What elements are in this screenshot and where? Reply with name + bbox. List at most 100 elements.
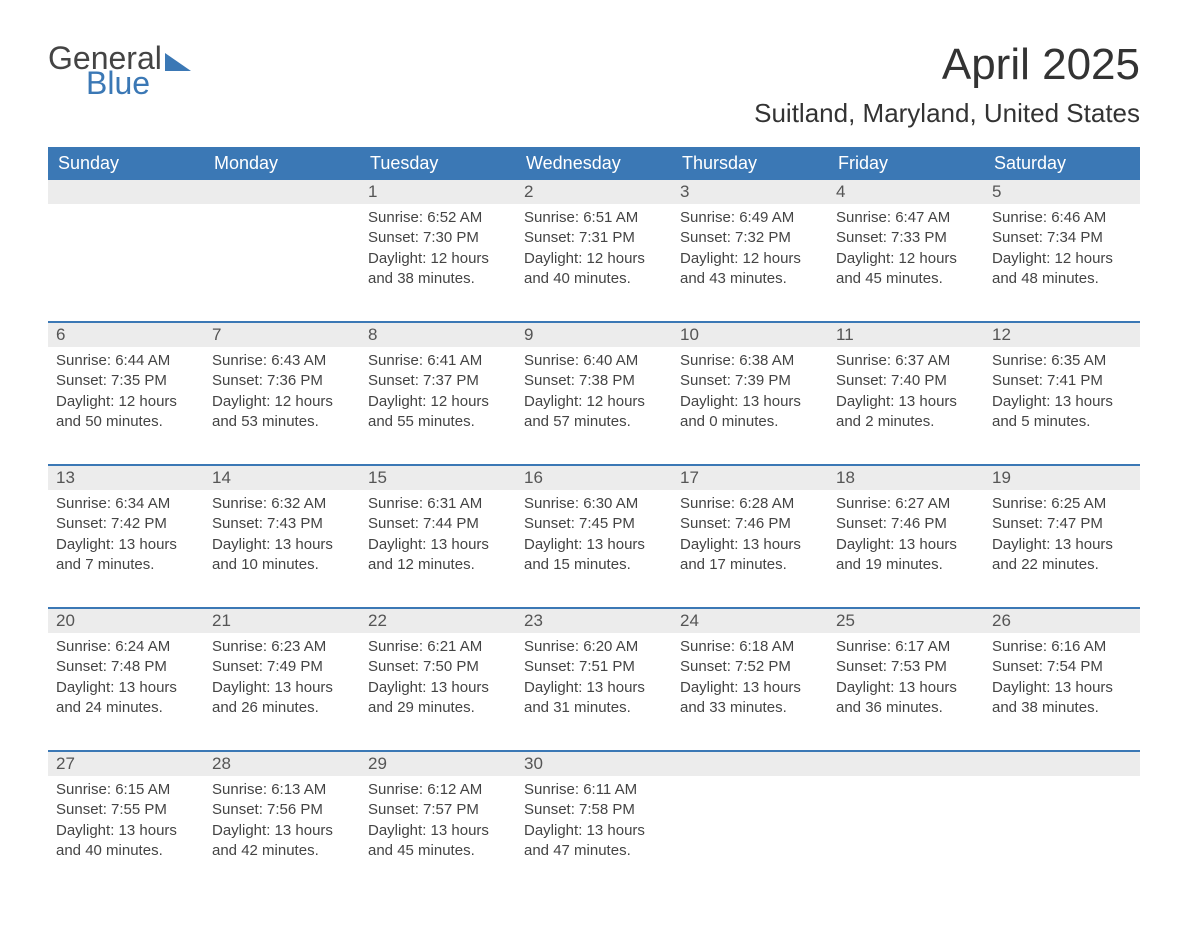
sunrise-text: Sunrise: 6:20 AM [524, 637, 664, 657]
day-number: 26 [984, 608, 1140, 633]
sunset-text: Sunset: 7:37 PM [368, 371, 508, 391]
daylight-text: Daylight: 13 hours and 22 minutes. [992, 535, 1132, 576]
sunset-text: Sunset: 7:45 PM [524, 514, 664, 534]
day-number: 27 [48, 751, 204, 776]
day-cell: Sunrise: 6:18 AMSunset: 7:52 PMDaylight:… [672, 633, 828, 751]
daylight-text: Daylight: 12 hours and 48 minutes. [992, 249, 1132, 290]
day-cell: Sunrise: 6:16 AMSunset: 7:54 PMDaylight:… [984, 633, 1140, 751]
day-number: 18 [828, 465, 984, 490]
daylight-text: Daylight: 13 hours and 40 minutes. [56, 821, 196, 862]
day-cell [204, 204, 360, 322]
daylight-text: Daylight: 13 hours and 47 minutes. [524, 821, 664, 862]
day-body-row: Sunrise: 6:52 AMSunset: 7:30 PMDaylight:… [48, 204, 1140, 322]
daylight-text: Daylight: 13 hours and 29 minutes. [368, 678, 508, 719]
day-number [48, 180, 204, 204]
daylight-text: Daylight: 12 hours and 45 minutes. [836, 249, 976, 290]
day-cell [828, 776, 984, 894]
sunrise-text: Sunrise: 6:35 AM [992, 351, 1132, 371]
day-cell: Sunrise: 6:25 AMSunset: 7:47 PMDaylight:… [984, 490, 1140, 608]
daynum-row: 20212223242526 [48, 608, 1140, 633]
sunrise-text: Sunrise: 6:46 AM [992, 208, 1132, 228]
sunrise-text: Sunrise: 6:28 AM [680, 494, 820, 514]
sunrise-text: Sunrise: 6:13 AM [212, 780, 352, 800]
daylight-text: Daylight: 12 hours and 53 minutes. [212, 392, 352, 433]
sunrise-text: Sunrise: 6:38 AM [680, 351, 820, 371]
day-cell: Sunrise: 6:24 AMSunset: 7:48 PMDaylight:… [48, 633, 204, 751]
weekday-header: Sunday [48, 147, 204, 180]
day-number: 16 [516, 465, 672, 490]
weekday-header: Tuesday [360, 147, 516, 180]
day-number: 6 [48, 322, 204, 347]
day-number: 7 [204, 322, 360, 347]
day-number [984, 751, 1140, 776]
sunset-text: Sunset: 7:34 PM [992, 228, 1132, 248]
daylight-text: Daylight: 13 hours and 24 minutes. [56, 678, 196, 719]
location: Suitland, Maryland, United States [754, 98, 1140, 129]
page-title: April 2025 [754, 40, 1140, 90]
day-cell: Sunrise: 6:47 AMSunset: 7:33 PMDaylight:… [828, 204, 984, 322]
daylight-text: Daylight: 13 hours and 42 minutes. [212, 821, 352, 862]
day-cell: Sunrise: 6:41 AMSunset: 7:37 PMDaylight:… [360, 347, 516, 465]
day-number: 23 [516, 608, 672, 633]
daylight-text: Daylight: 13 hours and 33 minutes. [680, 678, 820, 719]
daylight-text: Daylight: 13 hours and 38 minutes. [992, 678, 1132, 719]
day-cell: Sunrise: 6:43 AMSunset: 7:36 PMDaylight:… [204, 347, 360, 465]
sunrise-text: Sunrise: 6:52 AM [368, 208, 508, 228]
day-number: 12 [984, 322, 1140, 347]
logo-word2: Blue [86, 65, 191, 102]
day-number: 8 [360, 322, 516, 347]
daylight-text: Daylight: 13 hours and 10 minutes. [212, 535, 352, 576]
header: General Blue April 2025 Suitland, Maryla… [48, 40, 1140, 129]
sunrise-text: Sunrise: 6:47 AM [836, 208, 976, 228]
sunset-text: Sunset: 7:42 PM [56, 514, 196, 534]
weekday-header-row: Sunday Monday Tuesday Wednesday Thursday… [48, 147, 1140, 180]
sunrise-text: Sunrise: 6:51 AM [524, 208, 664, 228]
day-number [204, 180, 360, 204]
day-cell [48, 204, 204, 322]
daylight-text: Daylight: 13 hours and 45 minutes. [368, 821, 508, 862]
day-cell: Sunrise: 6:35 AMSunset: 7:41 PMDaylight:… [984, 347, 1140, 465]
sunset-text: Sunset: 7:50 PM [368, 657, 508, 677]
day-cell: Sunrise: 6:40 AMSunset: 7:38 PMDaylight:… [516, 347, 672, 465]
sunset-text: Sunset: 7:32 PM [680, 228, 820, 248]
weekday-header: Thursday [672, 147, 828, 180]
sunset-text: Sunset: 7:30 PM [368, 228, 508, 248]
day-number: 5 [984, 180, 1140, 204]
day-cell: Sunrise: 6:30 AMSunset: 7:45 PMDaylight:… [516, 490, 672, 608]
sunrise-text: Sunrise: 6:11 AM [524, 780, 664, 800]
daylight-text: Daylight: 13 hours and 2 minutes. [836, 392, 976, 433]
daylight-text: Daylight: 12 hours and 38 minutes. [368, 249, 508, 290]
daylight-text: Daylight: 13 hours and 12 minutes. [368, 535, 508, 576]
sunset-text: Sunset: 7:38 PM [524, 371, 664, 391]
day-body-row: Sunrise: 6:34 AMSunset: 7:42 PM Daylight:… [48, 490, 1140, 608]
sunrise-text: Sunrise: 6:18 AM [680, 637, 820, 657]
sunrise-text: Sunrise: 6:34 AM [56, 494, 196, 514]
sunrise-text: Sunrise: 6:43 AM [212, 351, 352, 371]
sunset-text: Sunset: 7:56 PM [212, 800, 352, 820]
day-cell: Sunrise: 6:28 AMSunset: 7:46 PMDaylight:… [672, 490, 828, 608]
daylight-text: Daylight: 13 hours and 15 minutes. [524, 535, 664, 576]
day-number: 13 [48, 465, 204, 490]
day-number: 30 [516, 751, 672, 776]
day-number: 19 [984, 465, 1140, 490]
day-cell [672, 776, 828, 894]
sunset-text: Sunset: 7:57 PM [368, 800, 508, 820]
day-number: 24 [672, 608, 828, 633]
day-number: 28 [204, 751, 360, 776]
daylight-text: Daylight: 13 hours and 19 minutes. [836, 535, 976, 576]
logo: General Blue [48, 40, 191, 102]
day-cell: Sunrise: 6:32 AMSunset: 7:43 PMDaylight:… [204, 490, 360, 608]
weekday-header: Wednesday [516, 147, 672, 180]
day-cell [984, 776, 1140, 894]
sunrise-text: Sunrise: 6:44 AM [56, 351, 196, 371]
daynum-row: 27282930 [48, 751, 1140, 776]
day-number: 4 [828, 180, 984, 204]
day-number: 29 [360, 751, 516, 776]
sunset-text: Sunset: 7:52 PM [680, 657, 820, 677]
sunset-text: Sunset: 7:53 PM [836, 657, 976, 677]
day-cell: Sunrise: 6:44 AMSunset: 7:35 PMDaylight:… [48, 347, 204, 465]
day-number: 20 [48, 608, 204, 633]
sunrise-text: Sunrise: 6:41 AM [368, 351, 508, 371]
day-cell: Sunrise: 6:17 AMSunset: 7:53 PMDaylight:… [828, 633, 984, 751]
day-number: 21 [204, 608, 360, 633]
